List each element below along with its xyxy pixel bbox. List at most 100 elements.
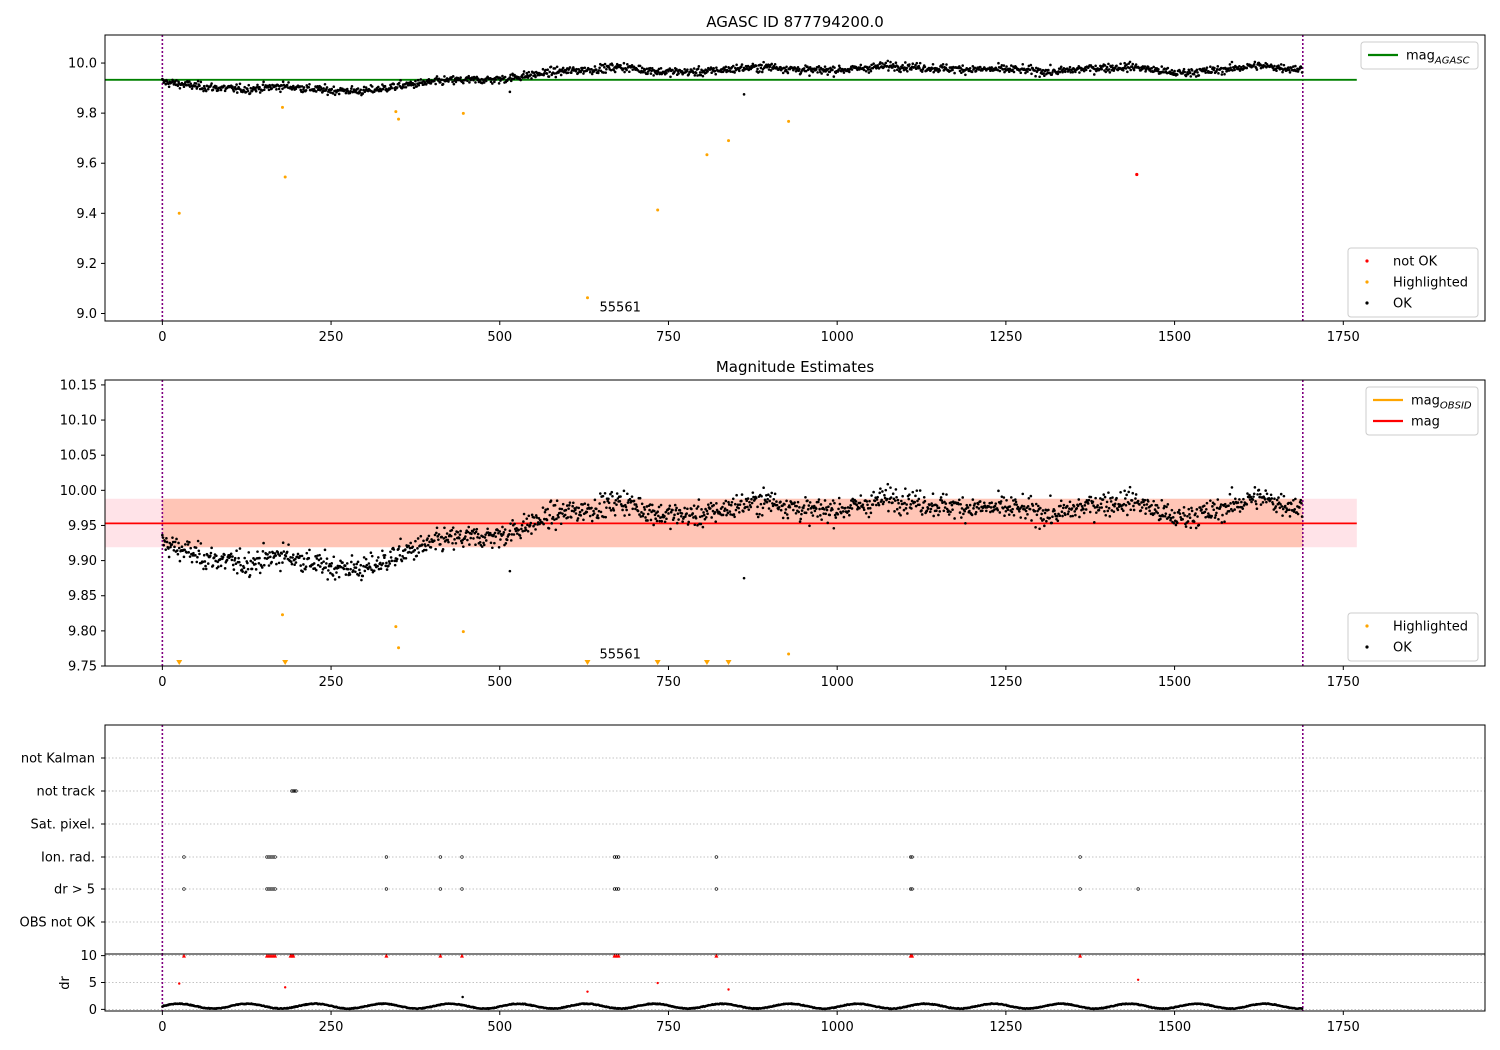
estimates-ok-point <box>949 501 953 504</box>
estimates-ok-point <box>267 564 271 567</box>
estimates-ok-point <box>751 491 755 494</box>
estimates-ok-point <box>1077 498 1081 501</box>
estimates-ok-point <box>326 578 329 581</box>
agasc-ok-point <box>796 65 800 69</box>
estimates-ok-point <box>574 512 578 515</box>
estimates-ok-point <box>553 503 557 507</box>
estimates-ok-point <box>1010 510 1014 514</box>
estimates-ok-point <box>389 556 393 559</box>
estimates-ok-point <box>1214 513 1218 517</box>
estimates-ok-point <box>1238 498 1241 501</box>
agasc-ok-point <box>773 62 777 66</box>
estimates-ok-point <box>1000 495 1004 498</box>
estimates-ok-point <box>1281 507 1285 511</box>
estimates-ok-point <box>1128 502 1131 506</box>
agasc-ok-point <box>1232 66 1236 70</box>
estimates-ok-point <box>1012 513 1016 517</box>
agasc-ok-point <box>1189 75 1193 78</box>
estimates-ok-point <box>404 556 408 560</box>
estimates-ok-point <box>469 536 473 540</box>
agasc-ok-point <box>760 70 764 74</box>
estimates-ok-point <box>1082 511 1086 515</box>
agasc-ok-point <box>472 78 475 82</box>
estimates-ok-point <box>1194 512 1197 515</box>
estimates-ok-point <box>765 494 768 497</box>
estimates-ok-point <box>472 528 476 531</box>
agasc-ok-point <box>234 87 238 91</box>
estimates-ok-point <box>362 564 365 568</box>
estimates-ok-point <box>1205 501 1209 505</box>
agasc-ok-point <box>895 68 899 72</box>
estimates-ok-point <box>178 559 182 563</box>
estimates-ok-point <box>282 550 286 553</box>
agasc-ok-point <box>677 72 680 75</box>
agasc-ok-point <box>1094 64 1097 68</box>
estimates-y-tick-label: 10.15 <box>60 378 97 393</box>
estimates-ok-point <box>663 514 666 518</box>
estimates-ok-point <box>1270 497 1274 500</box>
agasc-ok-point <box>579 70 583 74</box>
agasc-ok-point <box>526 74 529 77</box>
estimates-ok-point <box>724 499 728 503</box>
estimates-ok-point <box>383 556 386 559</box>
estimates-ok-point <box>281 561 284 564</box>
estimates-ok-point <box>797 510 801 514</box>
estimates-ok-point <box>630 499 633 503</box>
estimates-ok-point <box>1130 499 1134 502</box>
agasc-ok-point <box>508 90 512 94</box>
estimates-ok-point <box>675 521 679 525</box>
estimates-ok-point <box>913 500 917 504</box>
estimates-ok-point <box>703 517 707 521</box>
flags-category-label: not track <box>36 785 95 800</box>
estimates-ok-point <box>581 503 585 506</box>
agasc-ok-point <box>960 71 963 75</box>
agasc-ok-point <box>451 75 455 78</box>
estimates-ok-point <box>1129 508 1133 512</box>
estimates-ok-point <box>1234 497 1237 501</box>
estimates-ok-point <box>965 503 969 507</box>
agasc-ok-point <box>256 83 259 87</box>
estimates-ok-point <box>304 567 307 571</box>
estimates-ok-point <box>882 500 886 504</box>
agasc-ok-point <box>729 70 732 73</box>
estimates-ok-point <box>694 516 698 520</box>
estimates-ok-point <box>740 493 744 496</box>
estimates-ok-point <box>161 533 164 537</box>
agasc-ok-point <box>1300 71 1304 74</box>
estimates-ok-point <box>1190 506 1193 510</box>
estimates-ok-point <box>320 571 324 574</box>
agasc-ok-point <box>481 78 485 81</box>
estimates-ok-point <box>522 512 526 516</box>
estimates-ok-point <box>887 509 890 513</box>
estimates-ok-point <box>988 501 991 505</box>
estimates-ok-point <box>1113 502 1117 506</box>
estimates-ok-point <box>730 500 734 504</box>
estimates-x-tick-label: 500 <box>487 675 512 690</box>
flags-grid <box>105 757 1485 923</box>
estimates-ok-point <box>903 501 906 505</box>
agasc-ok-point <box>434 82 437 86</box>
estimates-highlighted-point <box>397 646 401 650</box>
estimates-ok-point <box>966 506 970 509</box>
estimates-ok-point <box>671 508 674 512</box>
agasc-ok-point <box>167 85 171 89</box>
estimates-ok-point <box>403 548 407 551</box>
estimates-ok-point <box>799 517 803 521</box>
agasc-ok-point <box>879 61 882 64</box>
agasc-ok-point <box>1281 70 1284 74</box>
estimates-ok-point <box>165 540 169 544</box>
estimates-ok-point <box>1241 507 1245 510</box>
estimates-ok-point <box>640 502 644 506</box>
estimates-ok-point <box>229 552 233 556</box>
estimates-ok-point <box>931 492 935 496</box>
estimates-ok-point <box>705 509 709 513</box>
estimates-ok-point <box>300 554 304 558</box>
flags-points <box>182 789 1140 891</box>
estimates-ok-point <box>175 549 179 552</box>
agasc-ok-point <box>1152 65 1155 69</box>
estimates-ok-point <box>814 507 818 510</box>
estimates-ok-point <box>170 543 174 546</box>
estimates-ok-point <box>189 546 193 550</box>
agasc-ok-point <box>870 63 873 67</box>
